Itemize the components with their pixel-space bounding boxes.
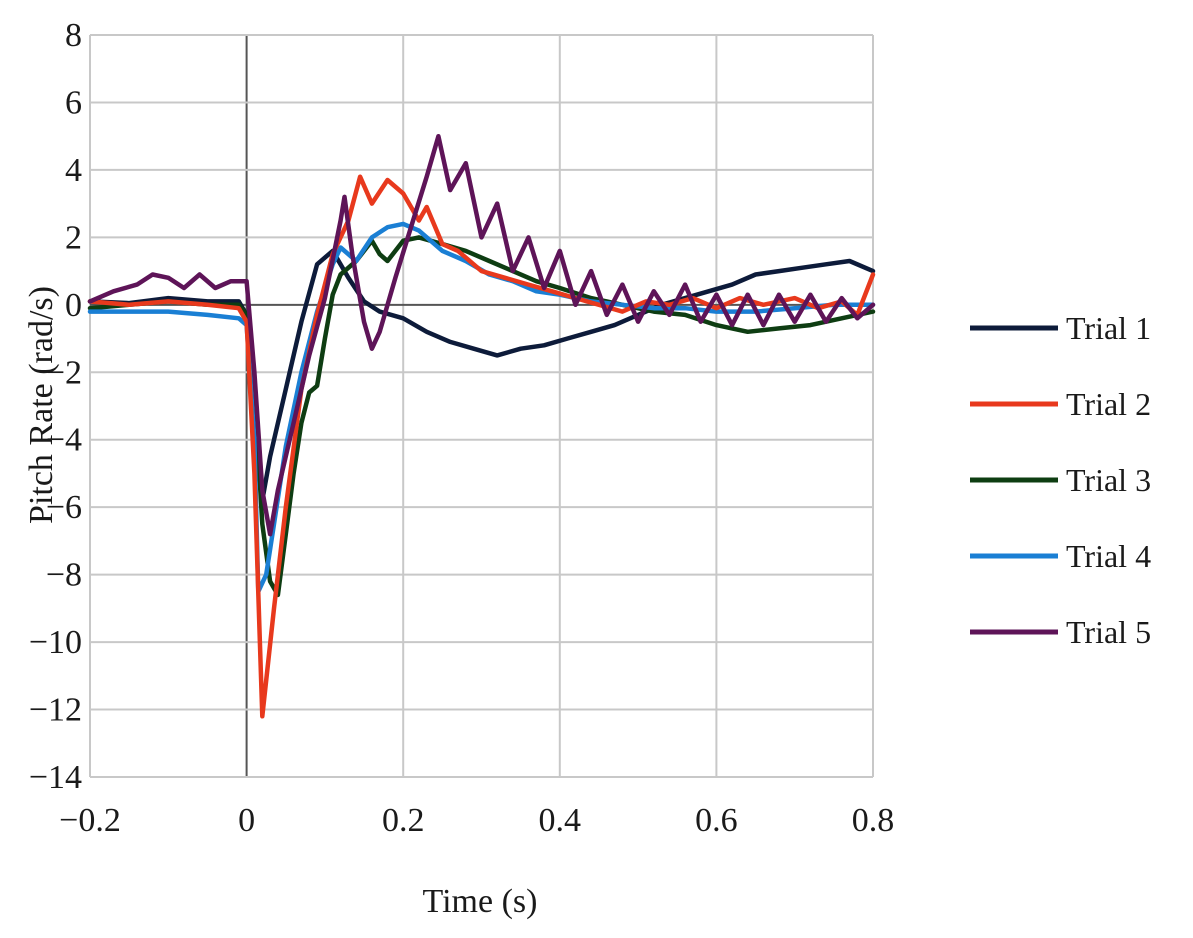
x-tick-label: 0 [238,802,255,839]
x-tick-label: 0.2 [382,802,425,839]
y-axis-title: Pitch Rate (rad/s) [23,286,60,524]
legend-label: Trial 4 [1066,538,1151,574]
y-tick-label: 0 [65,287,82,324]
series-line-trial-5 [87,133,876,537]
y-tick-label: −10 [29,624,82,661]
y-tick-label: 2 [65,219,82,256]
y-tick-label: −12 [29,692,82,729]
legend-label: Trial 1 [1066,310,1151,346]
legend-label: Trial 2 [1066,386,1151,422]
x-tick-label: 0.6 [695,802,738,839]
legend: Trial 1 Trial 2 Trial 3 Trial 4 Trial 5 [970,310,1151,650]
series-lines [87,133,876,719]
y-tick-label: −2 [46,354,82,391]
y-tick-label: −8 [46,557,82,594]
y-tick-label: −14 [29,759,82,796]
y-tick-label: 6 [65,84,82,121]
series-line-trial-1 [87,248,876,503]
x-tick-label: 0.8 [852,802,895,839]
series-line-trial-2 [87,174,876,719]
legend-label: Trial 3 [1066,462,1151,498]
y-tick-label: −4 [46,422,82,459]
x-tick-label: 0.4 [539,802,582,839]
legend-label: Trial 5 [1066,614,1151,650]
x-tick-label: −0.2 [59,802,121,839]
series-line-trial-3 [87,235,876,598]
y-tick-label: 8 [65,17,82,54]
y-tick-label: 4 [65,152,82,189]
x-axis-title: Time (s) [423,883,538,920]
y-tick-label: −6 [46,489,82,526]
tick-labels: −0.2 0 0.2 0.4 0.6 0.8 8 6 4 2 0 −2 −4 −6 −8 −10 −12 −14 [29,17,894,839]
grid [89,34,874,778]
